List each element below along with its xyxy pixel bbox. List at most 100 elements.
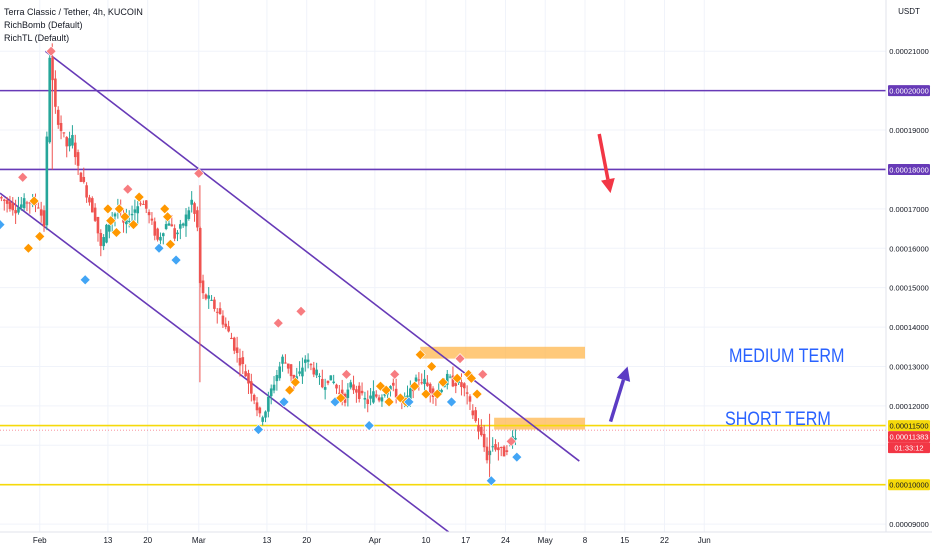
candle-body	[73, 142, 77, 158]
candle-body	[235, 347, 239, 353]
candle-body	[417, 379, 421, 381]
target-zone	[420, 346, 585, 359]
price-tick-label: 0.00019000	[889, 126, 929, 135]
candle-body	[68, 138, 71, 147]
candle-body	[392, 382, 395, 386]
signal-orange-marker	[128, 219, 139, 231]
candle-body	[355, 389, 358, 393]
currency-label: USDT	[898, 7, 920, 16]
red-arrow	[597, 133, 610, 180]
candle-body	[5, 200, 9, 204]
symbol-title[interactable]: Terra Classic / Tether, 4h, KUCOIN	[4, 7, 143, 17]
candle-body	[161, 233, 165, 237]
signal-orange-marker	[133, 191, 145, 203]
time-tick-label: 24	[501, 536, 510, 545]
candle-body	[284, 362, 287, 364]
candle-body	[76, 152, 80, 166]
trend-channel-line	[0, 192, 450, 533]
candle-body	[85, 185, 88, 198]
signal-orange-marker	[164, 238, 176, 250]
candle-body	[312, 367, 316, 375]
candle-body	[281, 356, 284, 364]
signal-orange-marker	[375, 380, 386, 392]
signal-blue-marker	[363, 420, 375, 432]
signal-blue-marker	[79, 274, 91, 286]
candle-body	[82, 176, 86, 182]
price-tick-label: 0.00012000	[889, 402, 929, 411]
signal-orange-marker	[289, 376, 301, 388]
candle-body	[17, 207, 20, 213]
signal-blue-marker	[511, 451, 523, 463]
candle-body	[153, 221, 157, 236]
purple-arrow	[608, 379, 626, 423]
candle-body	[423, 378, 426, 385]
signal-blue-marker	[0, 219, 6, 231]
candle-body	[480, 426, 483, 436]
candle-body	[196, 210, 199, 228]
target-zone	[494, 417, 585, 430]
candle-body	[406, 395, 409, 400]
time-tick-label: 10	[422, 536, 431, 545]
price-axis-panel	[886, 0, 932, 550]
medium-term-label: MEDIUM TERM	[729, 346, 845, 367]
candle-body	[147, 211, 151, 216]
signal-red-marker	[341, 368, 352, 380]
signal-orange-marker	[465, 372, 477, 384]
indicator-richtl[interactable]: RichTL (Default)	[4, 33, 70, 43]
candle-body	[238, 357, 242, 366]
candle-body	[170, 224, 174, 227]
candle-body	[298, 371, 301, 374]
candle-body	[357, 385, 361, 399]
time-tick-label: 17	[461, 536, 470, 545]
candle-body	[230, 337, 233, 340]
price-tick-label: 0.00013000	[889, 362, 929, 371]
candle-body	[201, 280, 205, 294]
signal-orange-marker	[420, 388, 432, 400]
signal-orange-marker	[383, 396, 395, 408]
candle-body	[179, 224, 182, 229]
candle-body	[176, 232, 179, 235]
candle-body	[431, 388, 435, 398]
candle-body	[477, 425, 480, 432]
candle-body	[133, 209, 137, 213]
signal-orange-marker	[111, 227, 122, 238]
candle-body	[65, 137, 69, 147]
candle-body	[315, 369, 318, 376]
candle-body	[127, 220, 131, 222]
time-tick-label: Apr	[369, 536, 382, 545]
candle-body	[108, 224, 111, 232]
candle-body	[389, 386, 392, 390]
signal-orange-marker	[34, 231, 46, 242]
indicator-richbomb[interactable]: RichBomb (Default)	[4, 20, 83, 30]
candle-body	[440, 389, 443, 393]
candle-body	[96, 216, 100, 234]
candle-body	[150, 218, 154, 221]
signal-orange-marker	[335, 392, 347, 404]
candle-body	[79, 172, 83, 182]
candle-body	[494, 444, 497, 450]
candle-body	[360, 390, 364, 394]
candle-body	[42, 210, 46, 227]
candle-body	[25, 202, 29, 204]
candle-body	[232, 337, 236, 351]
candle-body	[210, 299, 213, 301]
signal-orange-marker	[102, 203, 114, 215]
signal-orange-marker	[113, 203, 125, 215]
candle-body	[326, 380, 330, 384]
candle-body	[156, 228, 159, 240]
time-tick-label: 13	[262, 536, 271, 545]
candle-body	[505, 450, 509, 452]
signal-orange-marker	[119, 211, 131, 223]
candle-body	[213, 299, 216, 309]
signal-red-marker	[295, 305, 307, 317]
trend-channel-line	[44, 50, 580, 462]
candle-body	[88, 197, 91, 203]
candle-body	[278, 366, 282, 379]
candle-body	[267, 396, 270, 412]
candle-body	[323, 387, 327, 390]
signal-orange-marker	[284, 384, 296, 396]
candle-body	[224, 323, 228, 327]
candle-body	[346, 389, 350, 398]
